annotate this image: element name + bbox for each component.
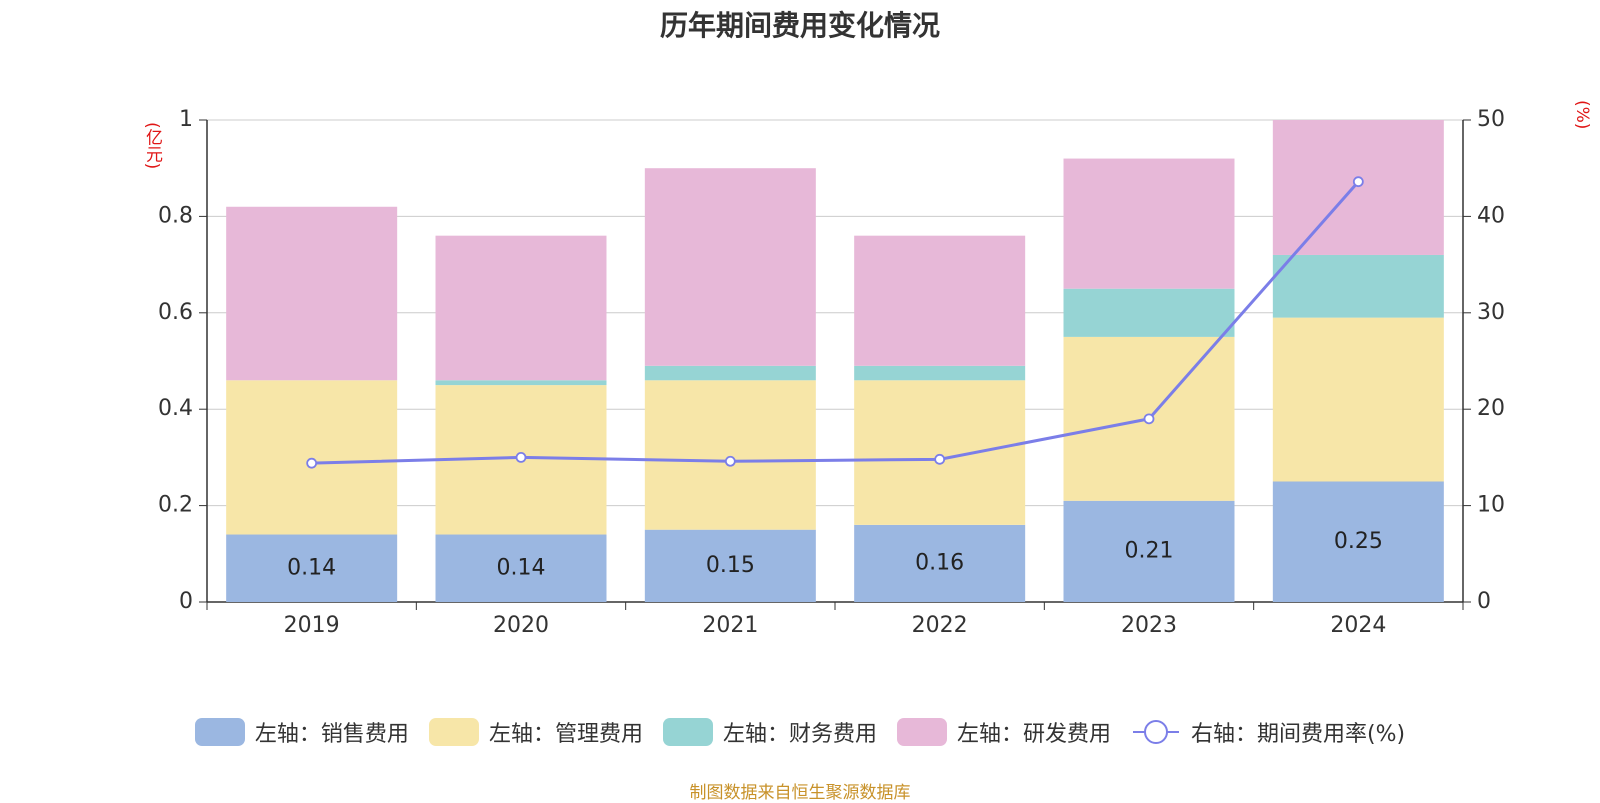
bar-segment xyxy=(1272,481,1444,602)
legend-label-sales: 左轴：销售费用 xyxy=(254,722,409,747)
right-axis-tick-label: 30 xyxy=(1477,300,1505,325)
bar-segment xyxy=(854,365,1026,381)
right-axis-tick-label: 10 xyxy=(1477,493,1505,518)
expense-ratio-point xyxy=(724,455,736,467)
chart-title: 历年期间费用变化情况 xyxy=(659,9,940,42)
x-axis-tick-label: 2021 xyxy=(702,613,758,638)
bar-segment xyxy=(854,380,1026,525)
bar-segment xyxy=(644,365,816,381)
bar-segment xyxy=(1063,158,1235,289)
x-axis-tick-label: 2019 xyxy=(284,613,340,638)
left-axis-tick-label: 0.4 xyxy=(158,396,193,421)
bar-segment xyxy=(435,235,607,381)
right-axis-tick-label: 20 xyxy=(1477,396,1505,421)
left-axis-tick-label: 1 xyxy=(179,107,193,132)
legend-item-finance[interactable]: 左轴：财务费用 xyxy=(662,716,877,748)
bar-segment xyxy=(226,534,398,602)
bar-segment xyxy=(1272,120,1444,255)
bar-segment xyxy=(226,380,398,535)
legend-label-rnd: 左轴：研发费用 xyxy=(956,722,1111,747)
x-axis-tick-label: 2023 xyxy=(1121,613,1177,638)
x-axis-tick-label: 2022 xyxy=(912,613,968,638)
expense-ratio-point xyxy=(515,451,527,463)
legend-item-rnd[interactable]: 左轴：研发费用 xyxy=(896,716,1111,748)
right-axis-tick-label: 0 xyxy=(1477,589,1491,614)
legend-label-expense-ratio: 右轴：期间费用率(%) xyxy=(1190,722,1406,747)
chart-legend: 左轴：销售费用 左轴：管理费用 左轴：财务费用 左轴：研发费用 右轴：期间费用率… xyxy=(0,716,1600,748)
expense-ratio-point xyxy=(1143,413,1155,425)
bar-segment xyxy=(854,524,1026,602)
expense-ratio-point xyxy=(934,453,946,465)
legend-swatch-admin xyxy=(428,718,479,746)
left-axis-tick-label: 0.2 xyxy=(158,493,193,518)
legend-swatch-sales xyxy=(194,718,245,746)
legend-item-expense-ratio[interactable]: 右轴：期间费用率(%) xyxy=(1131,716,1405,748)
bar-segment xyxy=(1272,254,1444,318)
bar-segment xyxy=(854,235,1026,366)
x-axis-tick-label: 2024 xyxy=(1330,613,1386,638)
bar-data-label: 0.21 xyxy=(1125,538,1174,563)
legend-line-marker-icon xyxy=(1132,720,1179,744)
left-axis-unit: (亿元) xyxy=(142,122,162,170)
x-axis-tick-label: 2020 xyxy=(493,613,549,638)
left-axis-tick-label: 0.6 xyxy=(158,300,193,325)
legend-label-admin: 左轴：管理费用 xyxy=(488,722,643,747)
bar-segment xyxy=(644,168,816,366)
legend-item-admin[interactable]: 左轴：管理费用 xyxy=(428,716,643,748)
bar-segment xyxy=(1063,500,1235,602)
right-axis-unit: (%) xyxy=(1572,100,1592,130)
right-axis-tick-label: 40 xyxy=(1477,203,1505,228)
bar-segment xyxy=(435,534,607,602)
right-axis-tick-label: 50 xyxy=(1477,107,1505,132)
legend-item-sales[interactable]: 左轴：销售费用 xyxy=(194,716,409,748)
expense-ratio-line xyxy=(311,180,1360,465)
bar-segment xyxy=(1063,288,1235,337)
bar-segment xyxy=(226,206,398,381)
legend-label-finance: 左轴：财务费用 xyxy=(722,722,877,747)
bar-data-label: 0.14 xyxy=(287,555,336,580)
bar-segment xyxy=(435,380,607,386)
bar-data-label: 0.15 xyxy=(706,553,755,578)
left-axis-tick-label: 0 xyxy=(179,589,193,614)
bar-segment xyxy=(644,380,816,530)
legend-swatch-finance xyxy=(662,718,713,746)
left-axis-tick-label: 0.8 xyxy=(158,203,193,228)
data-source-note: 制图数据来自恒生聚源数据库 xyxy=(689,783,911,803)
bar-data-label: 0.14 xyxy=(497,555,546,580)
expense-ratio-point xyxy=(306,457,318,469)
bar-segment xyxy=(1272,317,1444,482)
expense-ratio-point xyxy=(1352,176,1364,188)
bar-segment xyxy=(644,529,816,602)
bar-data-label: 0.25 xyxy=(1334,529,1383,554)
legend-swatch-rnd xyxy=(896,718,947,746)
bar-data-label: 0.16 xyxy=(915,550,964,575)
